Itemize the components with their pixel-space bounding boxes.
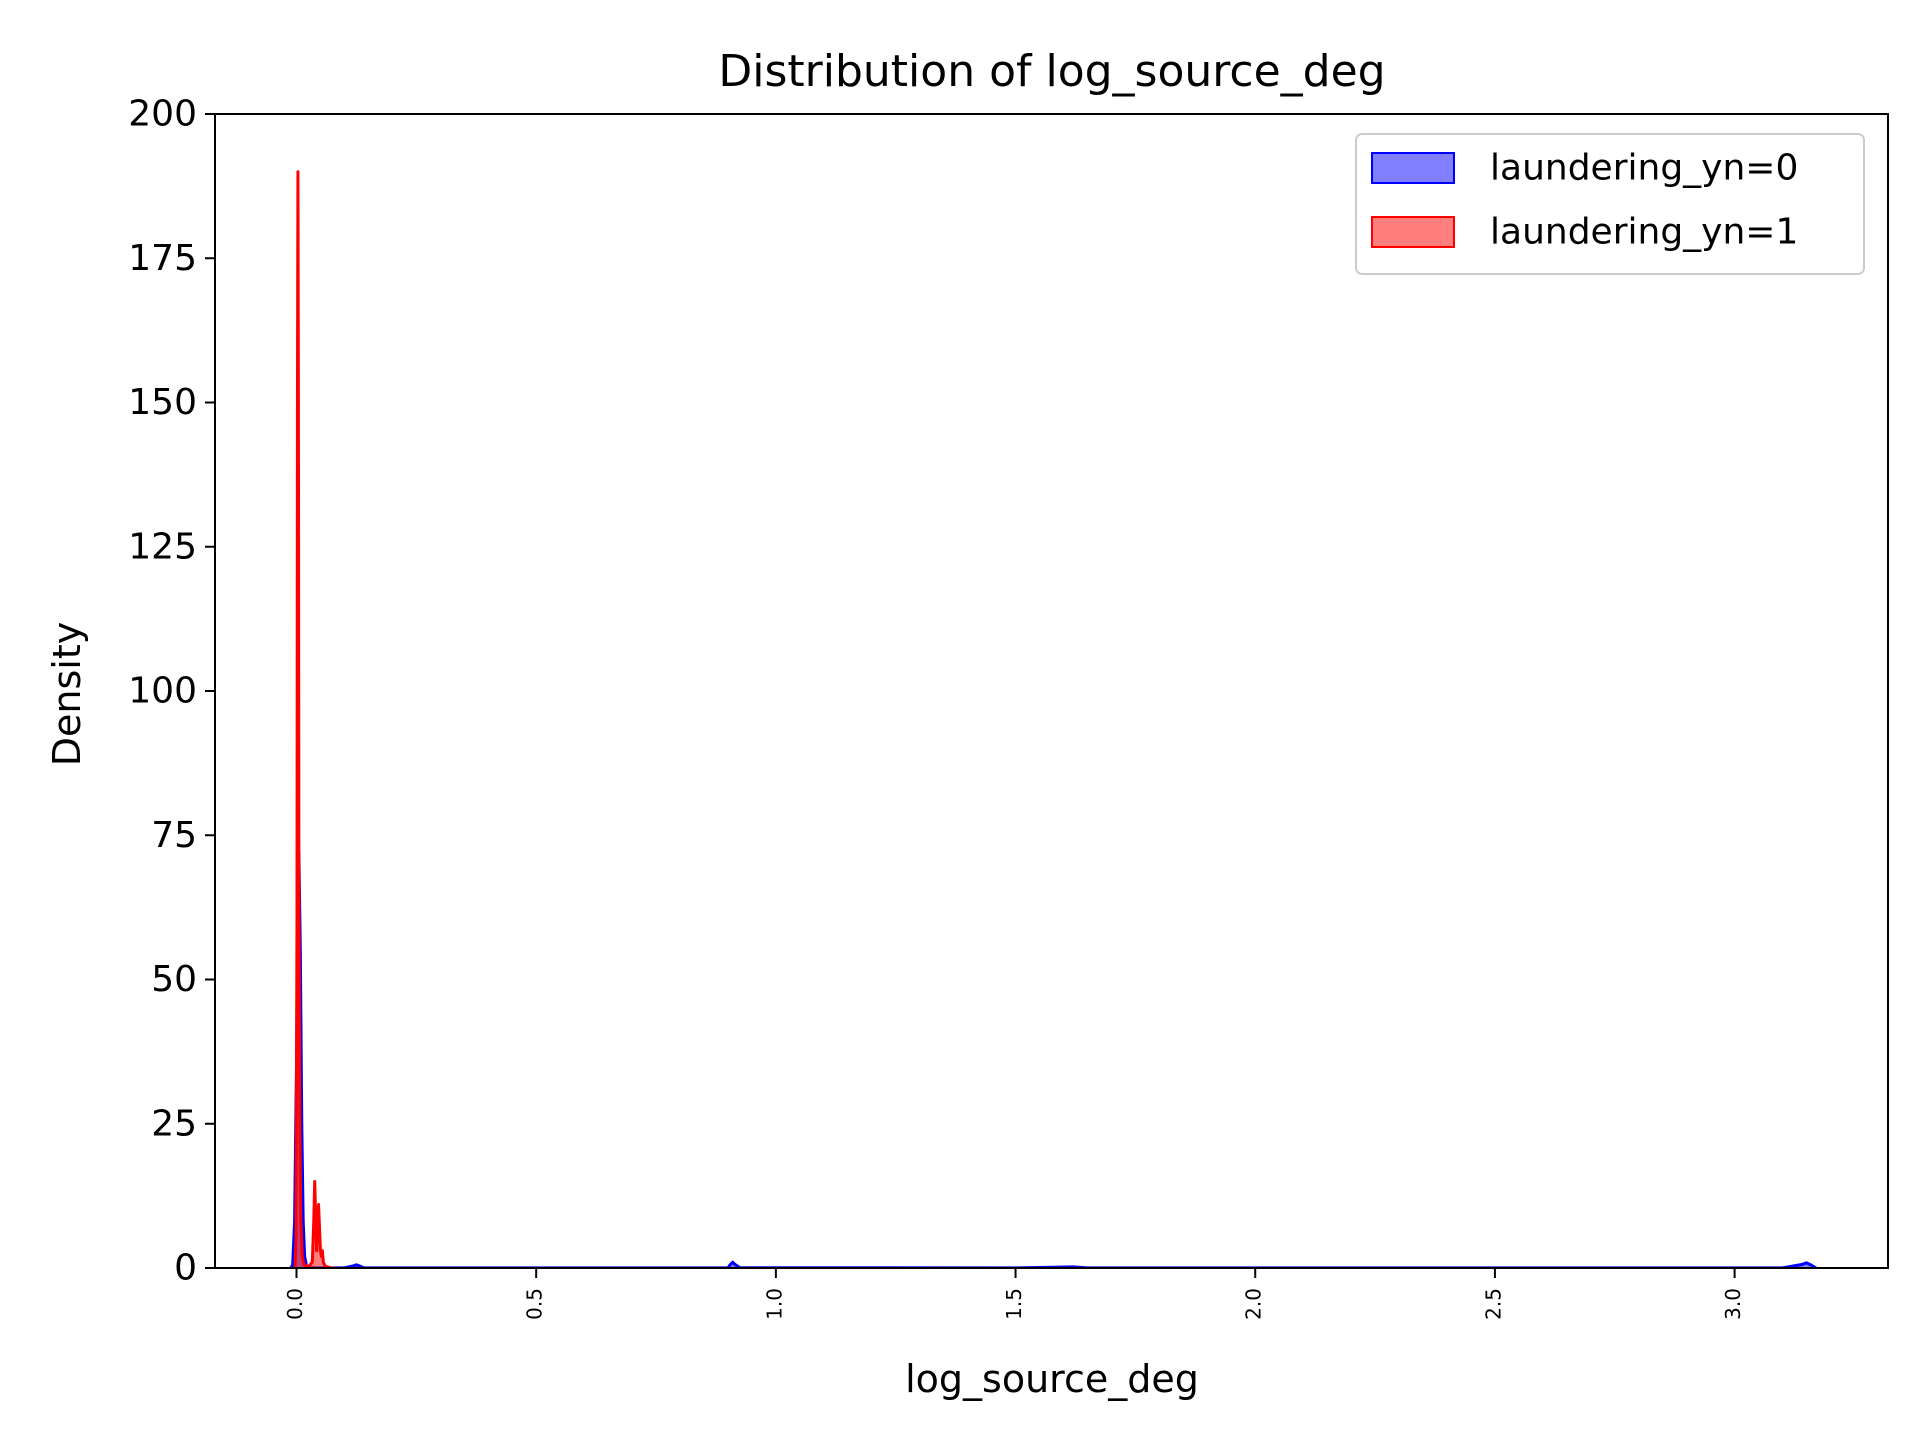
y-tick-label: 0 <box>174 1248 197 1289</box>
y-tick-label: 100 <box>128 671 197 712</box>
y-tick-label: 25 <box>151 1103 197 1144</box>
x-axis: 0.0 0.5 1.0 1.5 2.0 2.5 3.0 <box>283 1268 1745 1320</box>
legend-swatch <box>1371 216 1455 248</box>
series-0-line <box>289 851 1817 1268</box>
x-tick-label: 0.5 <box>523 1288 547 1320</box>
series-layer <box>289 170 1817 1268</box>
legend: laundering_yn=0 laundering_yn=1 <box>1355 133 1865 275</box>
y-axis-label: Density <box>45 622 89 766</box>
x-tick-label: 3.0 <box>1721 1288 1745 1320</box>
x-axis-label: log_source_deg <box>905 1357 1199 1401</box>
y-tick-label: 75 <box>151 815 197 856</box>
legend-swatch <box>1371 152 1455 184</box>
y-tick-label: 150 <box>128 382 197 423</box>
y-tick-label: 50 <box>151 959 197 1000</box>
chart-title: Distribution of log_source_deg <box>718 46 1385 97</box>
legend-label: laundering_yn=0 <box>1490 148 1798 189</box>
legend-frame <box>1355 133 1865 275</box>
series-1-line <box>293 170 335 1268</box>
y-axis: 0 25 50 75 100 125 150 175 200 <box>128 94 215 1289</box>
y-tick-label: 125 <box>128 526 197 567</box>
y-tick-label: 175 <box>128 238 197 279</box>
x-tick-label: 1.5 <box>1002 1288 1026 1320</box>
x-tick-label: 1.0 <box>762 1288 786 1320</box>
y-tick-label: 200 <box>128 94 197 135</box>
x-tick-label: 2.5 <box>1481 1288 1505 1320</box>
plot-area <box>214 113 1889 1269</box>
legend-label: laundering_yn=1 <box>1490 212 1798 253</box>
x-tick-label: 0.0 <box>283 1288 307 1320</box>
series-0-area <box>290 852 1817 1268</box>
x-tick-label: 2.0 <box>1242 1288 1266 1320</box>
plot-frame <box>214 113 1889 1269</box>
